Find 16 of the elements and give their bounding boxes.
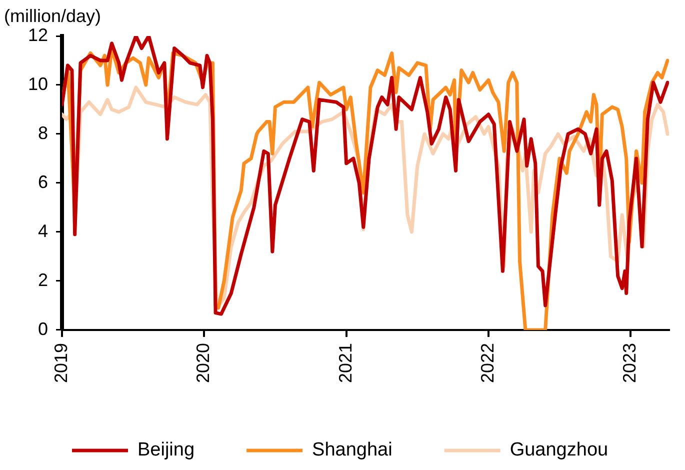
legend-label: Guangzhou xyxy=(510,440,608,461)
x-tick-label: 2020 xyxy=(193,342,214,384)
x-tick-label: 2023 xyxy=(620,342,640,384)
y-tick-label: 4 xyxy=(38,220,48,241)
y-tick-label: 2 xyxy=(38,270,48,290)
legend-label: Beijing xyxy=(138,440,195,461)
x-tick-label: 2022 xyxy=(477,342,498,384)
y-axis-title: (million/day) xyxy=(4,6,102,27)
y-tick-label: 12 xyxy=(28,24,48,45)
y-tick-label: 0 xyxy=(38,318,48,339)
x-tick-label: 2019 xyxy=(50,342,71,384)
x-tick-label: 2021 xyxy=(335,342,356,384)
y-tick-label: 8 xyxy=(38,122,48,143)
y-tick-label: 6 xyxy=(38,172,48,192)
y-tick-label: 10 xyxy=(28,74,48,94)
legend-label: Shanghai xyxy=(312,440,392,461)
